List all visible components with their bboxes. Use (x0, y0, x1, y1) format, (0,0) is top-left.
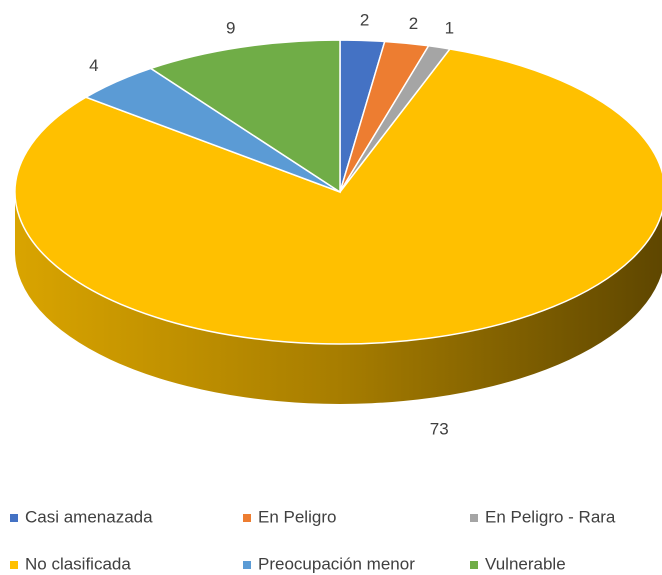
data-label: 1 (445, 18, 454, 37)
data-label: 73 (430, 419, 449, 438)
legend-label: Preocupación menor (258, 554, 415, 573)
data-label: 2 (360, 11, 369, 30)
legend-label: No clasificada (25, 554, 131, 573)
legend-swatch (10, 514, 18, 522)
legend-label: En Peligro (258, 507, 336, 526)
legend-swatch (470, 514, 478, 522)
pie-side (15, 192, 662, 404)
data-label: 4 (89, 56, 98, 75)
legend-swatch (10, 561, 18, 569)
legend-swatch (243, 561, 251, 569)
pie-slice (14, 48, 662, 345)
legend-swatch (470, 561, 478, 569)
legend-label: Casi amenazada (25, 507, 153, 526)
data-label: 9 (226, 18, 235, 37)
legend-swatch (243, 514, 251, 522)
legend-label: Vulnerable (485, 554, 566, 573)
pie-slice (149, 39, 341, 194)
legend-label: En Peligro - Rara (485, 507, 616, 526)
data-label: 2 (409, 14, 418, 33)
